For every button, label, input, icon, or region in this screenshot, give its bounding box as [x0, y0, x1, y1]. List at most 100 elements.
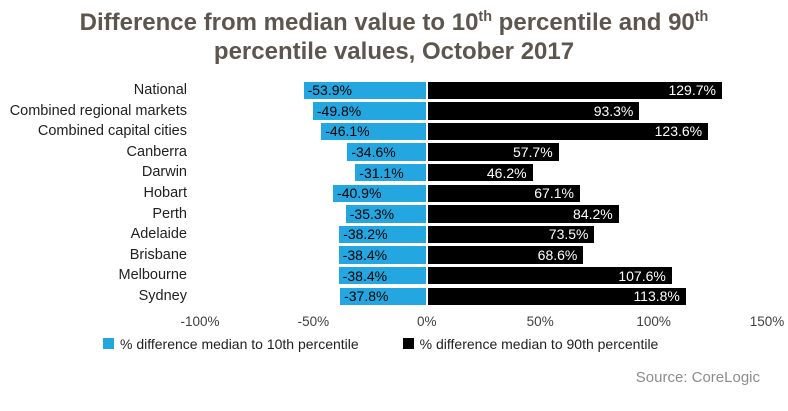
source-attribution: Source: CoreLogic	[635, 368, 760, 386]
category-label: Melbourne	[118, 267, 187, 284]
plot-cell: -31.1% 46.2%	[200, 162, 767, 183]
plot-cell: -49.8% 93.3%	[200, 101, 767, 122]
chart-row: Adelaide -38.2% 73.5%	[0, 224, 788, 245]
chart-row: Perth -35.3% 84.2%	[0, 204, 788, 225]
bar-value-label: -34.6%	[351, 144, 396, 161]
bar-value-label: 67.1%	[534, 185, 574, 202]
bar-value-label: -38.4%	[342, 267, 388, 284]
bar-value-label: 93.3%	[593, 102, 634, 119]
bar-90th-percentile: 123.6%	[427, 122, 709, 141]
bar-90th-percentile: 93.3%	[427, 102, 640, 120]
x-axis-tick: -100%	[180, 313, 220, 329]
category-label: Sydney	[138, 287, 187, 304]
plot-cell: -38.4% 68.6%	[200, 245, 767, 266]
bar-90th-percentile: 113.8%	[427, 287, 686, 305]
bar-value-label: -31.1%	[359, 164, 404, 181]
category-label: Canberra	[126, 143, 187, 160]
bar-value-label: 84.2%	[573, 205, 613, 222]
bar-10th-percentile: -38.4%	[338, 246, 426, 264]
title-superscript: th	[478, 9, 493, 25]
bar-10th-percentile: -35.3%	[345, 205, 426, 223]
bar-90th-percentile: 84.2%	[427, 205, 619, 223]
bar-90th-percentile: 68.6%	[427, 246, 584, 264]
title-text: percentile and 90	[492, 9, 695, 36]
bar-value-label: 113.8%	[633, 288, 680, 305]
legend-label: % difference median to 90th percentile	[419, 335, 659, 352]
bar-10th-percentile: -46.1%	[321, 122, 426, 141]
category-label: Darwin	[141, 164, 187, 181]
legend-item-90th-percentile: % difference median to 90th percentile	[402, 335, 659, 352]
chart-row: Darwin -31.1% 46.2%	[0, 162, 788, 183]
category-label: Combined regional markets	[9, 102, 187, 119]
bar-90th-percentile: 107.6%	[427, 266, 672, 285]
bar-10th-percentile: -49.8%	[312, 102, 426, 120]
bar-10th-percentile: -34.6%	[347, 143, 426, 161]
bar-10th-percentile: -40.9%	[333, 184, 426, 202]
bar-value-label: -35.3%	[349, 205, 395, 222]
bar-10th-percentile: -53.9%	[303, 81, 426, 99]
category-label: Perth	[152, 205, 187, 222]
bar-90th-percentile: 73.5%	[427, 225, 595, 244]
bar-90th-percentile: 67.1%	[427, 184, 580, 202]
chart-row: Combined regional markets -49.8% 93.3%	[0, 101, 788, 122]
bar-90th-percentile: 46.2%	[427, 163, 533, 182]
bar-10th-percentile: -31.1%	[355, 163, 426, 182]
bar-10th-percentile: -38.4%	[338, 266, 426, 285]
bar-value-label: -37.8%	[344, 288, 389, 305]
legend-label: % difference median to 10th percentile	[120, 335, 359, 352]
bar-10th-percentile: -37.8%	[340, 287, 426, 305]
title-text: percentile values, October 2017	[213, 38, 575, 65]
bar-value-label: -49.8%	[316, 102, 362, 119]
bar-value-label: -40.9%	[337, 185, 382, 202]
plot-cell: -37.8% 113.8%	[200, 286, 767, 307]
plot-cell: -40.9% 67.1%	[200, 183, 767, 204]
bar-value-label: 68.6%	[537, 247, 578, 264]
bar-value-label: -46.1%	[325, 123, 370, 140]
category-label: Adelaide	[130, 226, 187, 243]
bar-value-label: 123.6%	[654, 123, 703, 140]
x-axis-tick: 100%	[636, 313, 671, 329]
title-superscript: th	[694, 9, 709, 25]
x-axis-tick: 0%	[417, 313, 437, 329]
bar-90th-percentile: 57.7%	[427, 143, 559, 161]
chart-row: National -53.9% 129.7%	[0, 80, 788, 101]
bar-value-label: 107.6%	[618, 267, 666, 284]
plot-cell: -46.1% 123.6%	[200, 121, 767, 142]
chart-title: Difference from median value to 10th per…	[0, 0, 788, 66]
bar-value-label: 46.2%	[486, 164, 527, 181]
chart-row: Combined capital cities -46.1% 123.6%	[0, 121, 788, 142]
bar-value-label: 129.7%	[668, 82, 716, 99]
category-label: National	[133, 82, 187, 98]
legend-swatch-blue-icon	[103, 338, 114, 350]
bar-90th-percentile: 129.7%	[427, 81, 722, 99]
bar-value-label: -38.4%	[342, 247, 388, 264]
x-axis-tick: 150%	[749, 313, 785, 329]
legend-item-10th-percentile: % difference median to 10th percentile	[103, 336, 359, 352]
legend-swatch-black-icon	[402, 338, 414, 350]
chart-row: Sydney -37.8% 113.8%	[0, 286, 788, 307]
chart-row: Brisbane -38.4% 68.6%	[0, 245, 788, 266]
chart-row: Canberra -34.6% 57.7%	[0, 142, 788, 163]
plot-cell: -38.2% 73.5%	[200, 224, 767, 245]
bar-value-label: 73.5%	[548, 226, 589, 243]
plot-cell: -34.6% 57.7%	[200, 142, 767, 163]
chart-row: Hobart -40.9% 67.1%	[0, 183, 788, 204]
legend: % difference median to 10th percentile %…	[0, 336, 788, 352]
bar-rows: National -53.9% 129.7% Combined regional…	[0, 80, 788, 307]
category-label: Hobart	[143, 184, 187, 201]
chart-row: Melbourne -38.4% 107.6%	[0, 265, 788, 286]
bar-value-label: -38.2%	[343, 226, 388, 243]
bar-value-label: -53.9%	[307, 82, 352, 99]
title-text: Difference from median value to 10	[79, 9, 479, 36]
x-axis: -100% -50% 0% 50% 100% 150%	[180, 313, 784, 331]
category-label: Brisbane	[129, 246, 187, 263]
bar-10th-percentile: -38.2%	[339, 225, 426, 244]
category-label: Combined capital cities	[37, 123, 187, 140]
x-axis-tick: 50%	[526, 313, 554, 329]
plot-cell: -38.4% 107.6%	[200, 265, 767, 286]
x-axis-tick: -50%	[297, 313, 330, 329]
plot-cell: -53.9% 129.7%	[200, 80, 767, 101]
plot-cell: -35.3% 84.2%	[200, 204, 767, 225]
bar-value-label: 57.7%	[512, 144, 553, 161]
